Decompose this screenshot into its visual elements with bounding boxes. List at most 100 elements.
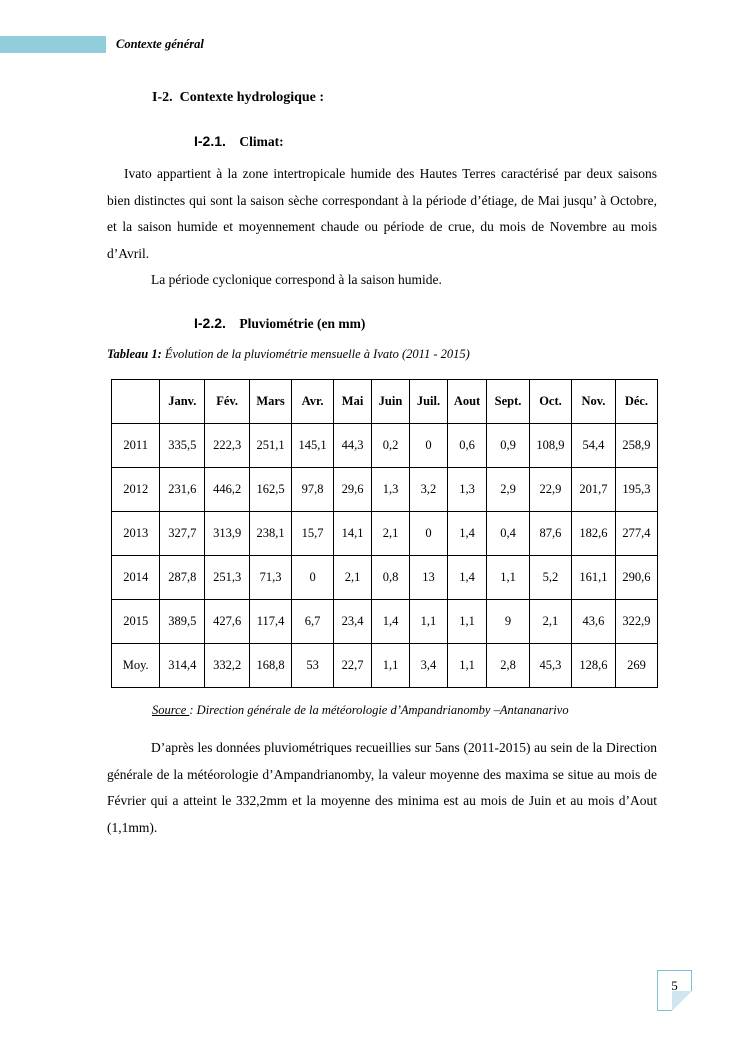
- row-label: 2014: [110, 555, 161, 600]
- climat-paragraph: Ivato appartient à la zone intertropical…: [107, 166, 657, 287]
- table-cell: 45,3: [528, 643, 572, 688]
- table-cell: 5,2: [528, 555, 572, 600]
- table-cell: 87,6: [528, 511, 572, 556]
- table-cell: 258,9: [614, 423, 659, 468]
- table-cell: 1,4: [371, 599, 410, 644]
- table-caption: Tableau 1: Évolution de la pluviométrie …: [107, 347, 470, 361]
- page-corner-fold: [672, 991, 692, 1011]
- table-cell: 168,8: [249, 643, 293, 688]
- header-accent-band: [0, 36, 106, 53]
- table-cell: 238,1: [249, 511, 293, 556]
- table-source: Source : Direction générale de la météor…: [152, 703, 569, 717]
- table-cell: 0: [291, 555, 335, 600]
- table-cell: 43,6: [570, 599, 616, 644]
- table-cell: 1,3: [446, 467, 488, 512]
- table-cell: 22,7: [333, 643, 372, 688]
- table-cell: 2,8: [486, 643, 530, 688]
- table-cell: 1,1: [446, 599, 488, 644]
- table-cell: 3,4: [409, 643, 448, 688]
- table-cell: 389,5: [159, 599, 206, 644]
- column-header: Juil.: [409, 379, 448, 424]
- table-cell: 15,7: [291, 511, 335, 556]
- table-row: 2011 335,5 222,3 251,1 145,1 44,3 0,2 0 0,6 0,9 10…: [110, 423, 659, 468]
- column-header: Aout: [446, 379, 488, 424]
- pluvio-paragraph: D’après les données pluviométriques recu…: [107, 740, 657, 835]
- page-number: 5: [657, 970, 692, 1011]
- row-label: Moy.: [110, 643, 161, 688]
- column-header: Juin: [371, 379, 410, 424]
- rainfall-table: Janv. Fév. Mars Avr. Mai Juin Juil. Aout Sept. Oc…: [110, 379, 659, 688]
- table-cell: 277,4: [614, 511, 659, 556]
- column-header: Avr.: [291, 379, 335, 424]
- table-cell: 128,6: [570, 643, 616, 688]
- table-cell: 0: [409, 511, 448, 556]
- table-cell: 1,3: [371, 467, 410, 512]
- table-row: Moy. 314,4 332,2 168,8 53 22,7 1,1 3,4 1,1 2,8 45,…: [110, 643, 659, 688]
- table-cell: 290,6: [614, 555, 659, 600]
- column-header: Janv.: [159, 379, 206, 424]
- table-cell: 2,1: [333, 555, 372, 600]
- table-cell: 6,7: [291, 599, 335, 644]
- column-header: Déc.: [614, 379, 659, 424]
- table-cell: 54,4: [570, 423, 616, 468]
- subsection-heading-pluvio: I-2.2. Pluviométrie (en mm): [194, 315, 366, 331]
- column-header: Fév.: [204, 379, 251, 424]
- table-row: 2015 389,5 427,6 117,4 6,7 23,4 1,4 1,1 1,1 9 2,1 4…: [110, 599, 659, 644]
- table-cell: 222,3: [204, 423, 251, 468]
- table-cell: 53: [291, 643, 335, 688]
- row-label: 2013: [110, 511, 161, 556]
- column-header: Sept.: [486, 379, 530, 424]
- table-cell: 335,5: [159, 423, 206, 468]
- table-cell: 182,6: [570, 511, 616, 556]
- table-cell: 269: [614, 643, 659, 688]
- table-cell: 71,3: [249, 555, 293, 600]
- table-cell: 9: [486, 599, 530, 644]
- table-cell: 251,3: [204, 555, 251, 600]
- table-cell: 3,2: [409, 467, 448, 512]
- table-cell: 14,1: [333, 511, 372, 556]
- table-cell: 446,2: [204, 467, 251, 512]
- table-cell: 2,9: [486, 467, 530, 512]
- table-cell: 2,1: [371, 511, 410, 556]
- column-header: Oct.: [528, 379, 572, 424]
- table-row: 2014 287,8 251,3 71,3 0 2,1 0,8 13 1,4 1,1 5,2 161,…: [110, 555, 659, 600]
- table-cell: 251,1: [249, 423, 293, 468]
- table-cell: 0,8: [371, 555, 410, 600]
- table-cell: 201,7: [570, 467, 616, 512]
- row-label: 2011: [110, 423, 161, 468]
- column-header: Mars: [249, 379, 293, 424]
- section-heading: I-2. Contexte hydrologique :: [152, 90, 325, 105]
- table-cell: 117,4: [249, 599, 293, 644]
- table-cell: 313,9: [204, 511, 251, 556]
- subsection-heading-climat: I-2.1. Climat:: [194, 133, 284, 149]
- row-label: 2012: [110, 467, 161, 512]
- table-cell: 0,6: [446, 423, 488, 468]
- column-header: Nov.: [570, 379, 616, 424]
- column-header: Mai: [333, 379, 372, 424]
- table-cell: 195,3: [614, 467, 659, 512]
- table-cell: 287,8: [159, 555, 206, 600]
- table-cell: 1,4: [446, 555, 488, 600]
- table-cell: 0: [409, 423, 448, 468]
- table-cell: 108,9: [528, 423, 572, 468]
- table-cell: 314,4: [159, 643, 206, 688]
- table-row: 2012 231,6 446,2 162,5 97,8 29,6 1,3 3,2 1,3 2,9 2…: [110, 467, 659, 512]
- table-cell: 1,1: [446, 643, 488, 688]
- table-cell: 22,9: [528, 467, 572, 512]
- table-cell: 1,4: [446, 511, 488, 556]
- table-cell: 13: [409, 555, 448, 600]
- table-cell: 1,1: [371, 643, 410, 688]
- table-cell: 332,2: [204, 643, 251, 688]
- table-cell: 1,1: [409, 599, 448, 644]
- table-cell: 1,1: [486, 555, 530, 600]
- column-header: [110, 379, 161, 424]
- table-cell: 23,4: [333, 599, 372, 644]
- table-cell: 145,1: [291, 423, 335, 468]
- table-cell: 161,1: [570, 555, 616, 600]
- table-cell: 0,4: [486, 511, 530, 556]
- table-cell: 29,6: [333, 467, 372, 512]
- table-cell: 97,8: [291, 467, 335, 512]
- table-cell: 162,5: [249, 467, 293, 512]
- table-cell: 322,9: [614, 599, 659, 644]
- table-cell: 0,9: [486, 423, 530, 468]
